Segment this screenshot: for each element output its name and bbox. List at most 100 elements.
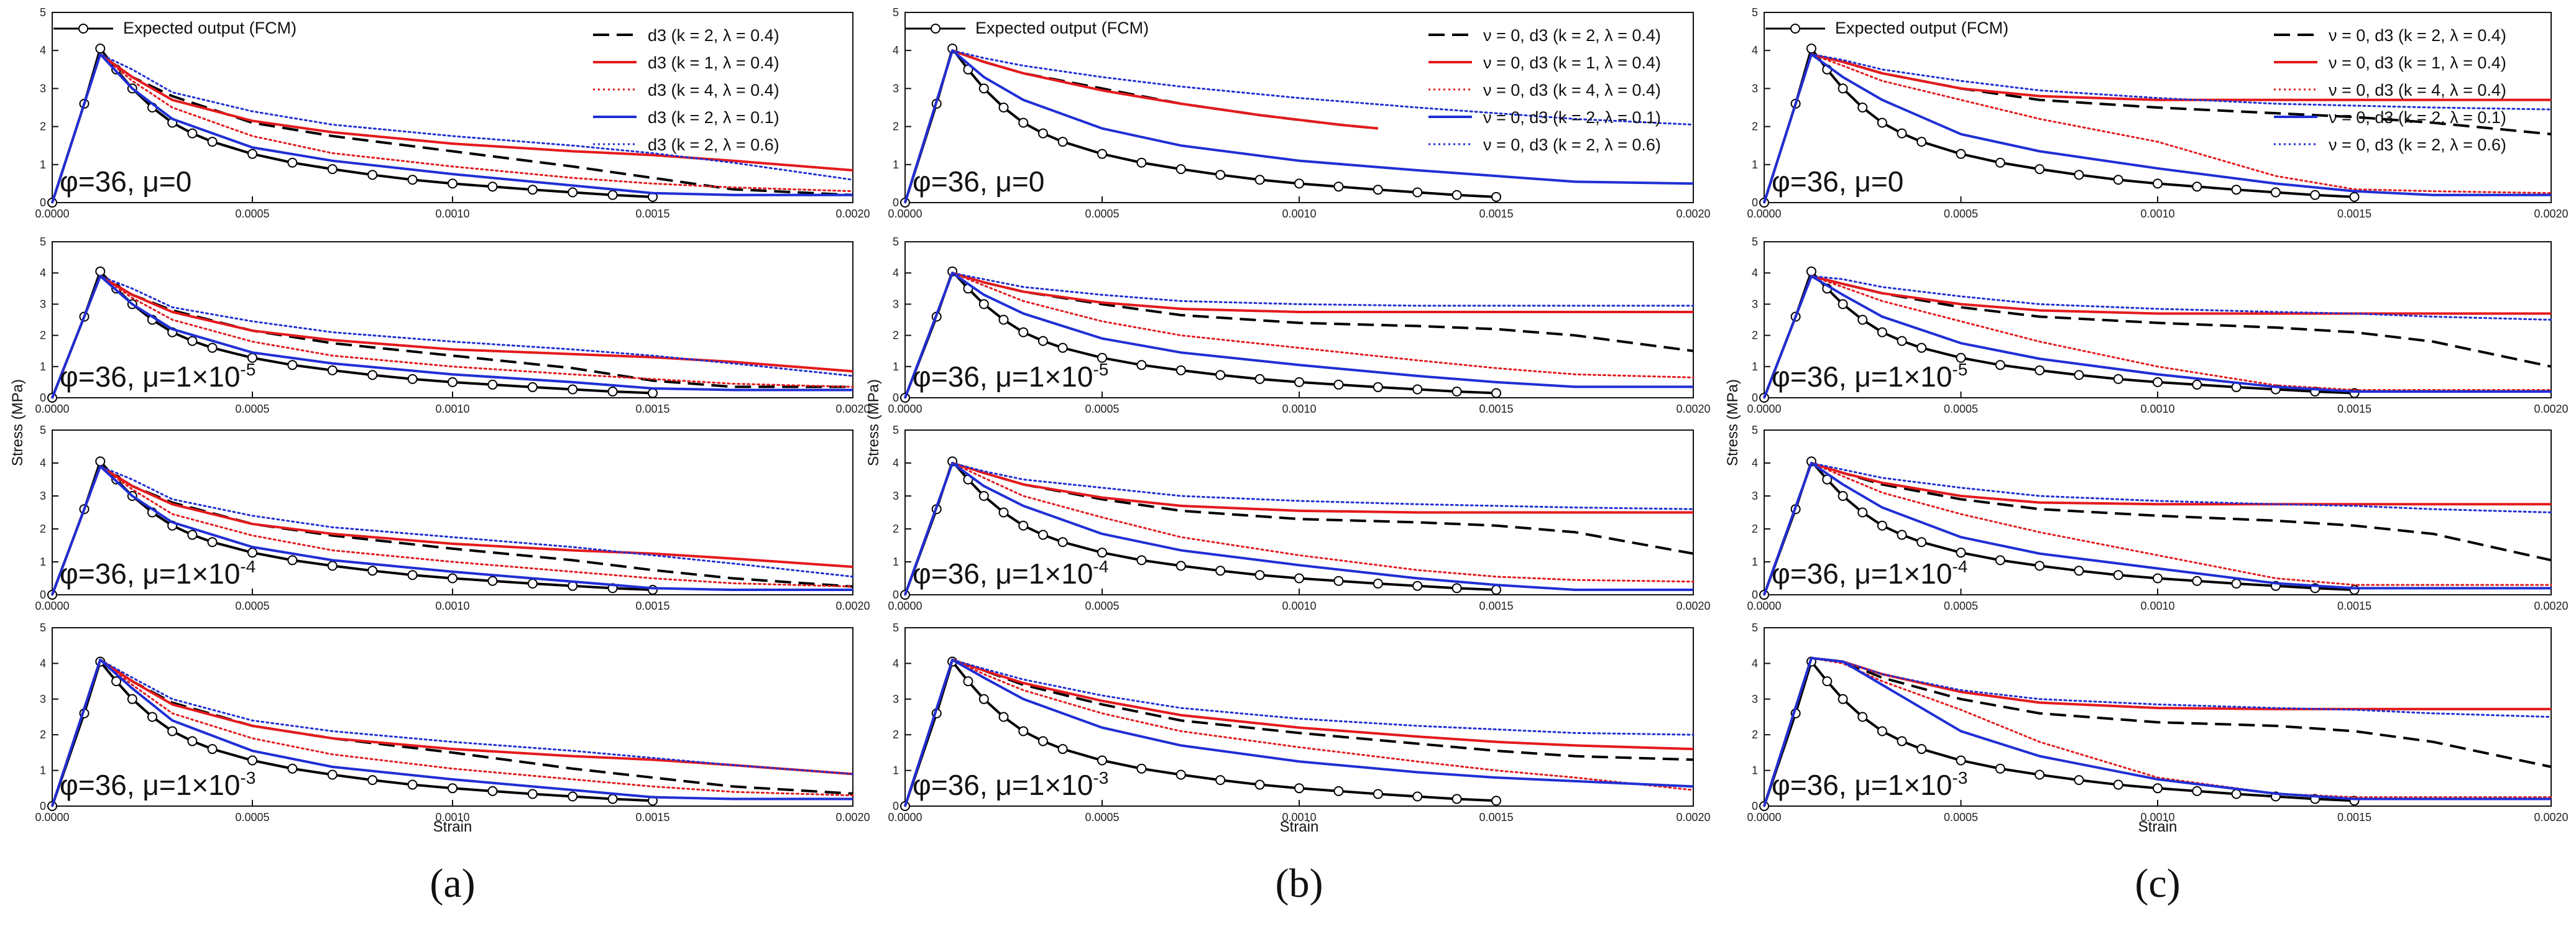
y-tick-label: 5 [1752,424,1758,436]
y-tick-label: 1 [40,158,46,171]
series-point [1838,491,1848,501]
y-tick-label: 5 [1752,622,1758,634]
series-point [998,712,1009,722]
series-point [367,170,378,180]
y-tick-label: 3 [1752,490,1758,502]
y-tick-label: 1 [893,360,899,373]
y-tick-label: 2 [893,728,899,741]
series-point [1451,583,1462,594]
subplot-annotation: φ=36, μ=1×10-5 [60,360,255,393]
y-tick-label: 5 [1752,236,1758,248]
series-point [978,694,989,704]
x-tick-label: 0.0000 [1747,600,1781,612]
x-tick-label: 0.0005 [235,600,269,612]
subplot-2: 0.0000 0.0005 0.0010 0.0015 0.0020 0 1 2 3 4 5 φ=36… [35,236,870,415]
legend-expected-label: Expected output (FCM) [975,19,1149,37]
legend-label: ν = 0, d3 (k = 4, λ = 0.4) [1483,81,1661,99]
series-point [247,755,257,766]
y-tick-label: 2 [40,523,46,535]
series-point [1956,548,1966,558]
series-point [1897,336,1907,346]
y-tick-label: 0 [893,392,899,404]
x-axis-label: Strain [1280,819,1319,835]
subplot-1: 0.0000 0.0005 0.0010 0.0015 0.0020 0 1 2 3 4 5 φ=36… [888,6,1710,220]
series-point [998,507,1009,518]
series-point [187,736,198,746]
series-point [1897,128,1907,139]
y-tick-label: 4 [893,44,899,57]
y-tick-label: 4 [893,457,899,469]
series-point [1215,170,1226,180]
legend-expected-label: Expected output (FCM) [1835,19,2008,37]
subplot-annotation: φ=36, μ=1×10-3 [1772,768,1967,801]
x-tick-label: 0.0005 [235,811,269,824]
series-line [51,658,853,807]
y-tick-label: 0 [40,589,46,601]
legend-label: d3 (k = 2, λ = 0.1) [648,108,780,127]
x-tick-label: 0.0020 [2534,403,2568,415]
subplot-4: 0.0000 0.0005 0.0010 0.0015 0.0020 0 1 2 3 4 5 φ=36… [888,622,1710,824]
x-tick-label: 0.0005 [1944,403,1978,415]
y-tick-label: 1 [1752,556,1758,568]
series-point [407,779,418,790]
series-point [407,570,418,580]
series-point [568,791,578,802]
y-tick-label: 0 [1752,392,1758,404]
y-tick-label: 5 [893,622,899,634]
subplot-annotation: φ=36, μ=1×10-4 [913,557,1108,590]
series-point [367,566,378,576]
series-point [2192,786,2202,796]
series-point [1451,794,1462,804]
series-point [648,388,658,398]
series-point [448,573,458,584]
x-tick-label: 0.0005 [1085,811,1119,824]
series-point [1037,128,1048,139]
series-point [1373,382,1383,392]
legend-label: d3 (k = 2, λ = 0.4) [648,26,780,45]
x-tick-label: 0.0000 [888,811,922,824]
x-tick-label: 0.0020 [1676,811,1710,824]
series-point [287,763,298,774]
series-point [287,360,298,370]
y-tick-label: 2 [40,728,46,741]
y-tick-label: 4 [893,267,899,279]
x-tick-label: 0.0000 [1747,208,1781,220]
legend-label: d3 (k = 1, λ = 0.4) [648,53,780,72]
series-point [1037,736,1048,746]
x-tick-label: 0.0000 [888,600,922,612]
x-tick-label: 0.0010 [1282,403,1316,415]
x-tick-label: 0.0005 [235,403,269,415]
y-tick-label: 0 [40,392,46,404]
series-line [904,49,1695,204]
y-tick-label: 1 [893,556,899,568]
series-line [1763,275,2552,399]
legend-label: ν = 0, d3 (k = 2, λ = 0.4) [1483,26,1661,45]
series-line [51,465,853,595]
series-line [51,275,853,398]
y-axis-label: Stress (MPa) [865,379,882,466]
x-tick-label: 0.0015 [2337,600,2371,612]
series-point [448,377,458,387]
series-line [51,465,853,595]
series-point [1254,570,1265,580]
series-point [1857,103,1868,112]
legend-label: ν = 0, d3 (k = 4, λ = 0.4) [2329,81,2506,99]
panel-label: (a) [430,861,475,906]
series-point [1057,537,1068,548]
subplot-1: 0.0000 0.0005 0.0010 0.0015 0.0020 0 1 2 3 4 5 φ=36… [1747,6,2568,220]
x-tick-label: 0.0020 [1676,403,1710,415]
series-line [1763,53,2551,203]
legend-label: d3 (k = 4, λ = 0.4) [648,81,780,99]
series-point [1877,117,1887,128]
y-tick-label: 3 [893,693,899,705]
x-tick-label: 0.0020 [2534,811,2568,824]
series-line [51,53,853,203]
series-line [1763,657,2552,807]
series-line [1763,462,2552,595]
series-point [2113,374,2123,384]
series-point [1136,763,1147,774]
legend-label: ν = 0, d3 (k = 2, λ = 0.4) [2329,26,2506,45]
series-point [2192,181,2202,192]
x-tick-label: 0.0015 [1479,811,1513,824]
series-point [2153,573,2163,584]
